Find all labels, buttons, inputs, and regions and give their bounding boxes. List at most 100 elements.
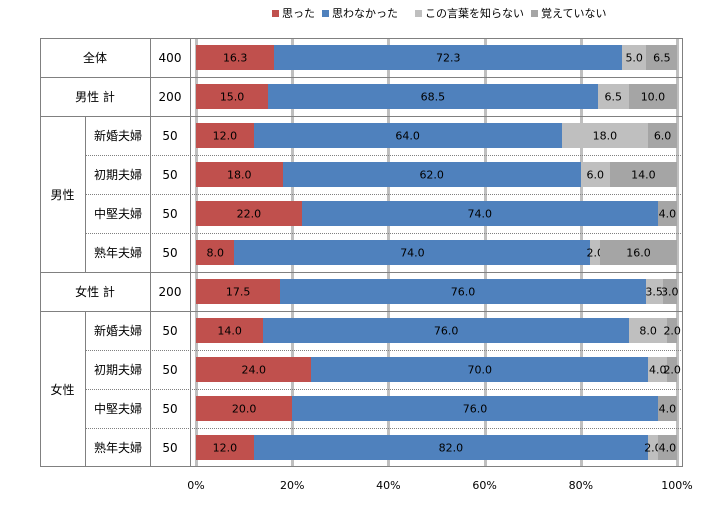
- bar-segment: [628, 318, 668, 343]
- legend-label: 覚えていない: [541, 7, 607, 20]
- data-label: 15.0: [219, 90, 245, 104]
- bar-segment: [561, 123, 649, 148]
- row-label: 全体: [82, 51, 107, 65]
- data-label: 2.0: [663, 324, 681, 338]
- row-n: 50: [162, 167, 178, 182]
- legend-label: この言葉を知らない: [425, 7, 524, 20]
- row-divider: [85, 194, 683, 195]
- row-label: 初期夫婦: [93, 363, 142, 377]
- bar-segment: [657, 201, 677, 226]
- row-label: 女性 計: [75, 285, 115, 299]
- bar-segment: [580, 162, 610, 187]
- group-label: 男性: [50, 187, 75, 202]
- data-label: 62.0: [419, 168, 444, 182]
- group-label: 女性: [50, 382, 75, 397]
- bar-segment: [196, 84, 269, 109]
- row-n: 50: [162, 362, 178, 377]
- bar-segment: [196, 45, 275, 70]
- bar-segment: [667, 318, 677, 343]
- row-divider: [40, 77, 683, 78]
- bar-segment: [196, 201, 302, 226]
- table-border: [40, 38, 683, 467]
- data-label: 74.0: [400, 246, 425, 260]
- data-label: 72.3: [436, 51, 461, 65]
- data-label: 14.0: [217, 324, 242, 338]
- legend-item: 思った: [272, 5, 315, 21]
- row-divider: [85, 389, 683, 390]
- data-label: 16.3: [222, 51, 248, 65]
- x-tick-label: 100%: [661, 479, 693, 492]
- bar-segment: [311, 357, 649, 382]
- bar-segment: [590, 240, 601, 265]
- row-n: 200: [158, 89, 182, 104]
- data-label: 14.0: [631, 168, 656, 182]
- data-label: 76.0: [450, 285, 476, 299]
- bar-segment: [667, 357, 677, 382]
- row-divider: [40, 272, 683, 273]
- row-divider: [40, 311, 683, 312]
- data-label: 18.0: [227, 168, 252, 182]
- bar-segment: [657, 396, 677, 421]
- data-label: 6.0: [653, 129, 672, 143]
- row-label: 中堅夫婦: [93, 207, 142, 221]
- data-label: 4.0: [649, 363, 667, 377]
- row-divider: [85, 155, 683, 156]
- legend-item: この言葉を知らない: [415, 5, 524, 21]
- data-label: 2.0: [586, 246, 604, 260]
- bar-segment: [609, 162, 677, 187]
- row-divider: [40, 116, 683, 117]
- x-tick-label: 60%: [472, 479, 497, 492]
- bar-segment: [253, 435, 649, 460]
- bar-segment: [648, 357, 668, 382]
- x-tick-label: 0%: [187, 479, 205, 492]
- row-n: 50: [162, 401, 178, 416]
- legend-swatch: [531, 9, 538, 17]
- data-label: 6.5: [653, 51, 671, 65]
- bar-segment: [600, 240, 677, 265]
- col-divider: [190, 38, 191, 467]
- row-label: 新婚夫婦: [93, 129, 142, 143]
- bar-segment: [196, 162, 283, 187]
- data-label: 4.0: [658, 402, 677, 416]
- data-label: 22.0: [236, 207, 262, 221]
- data-label: 74.0: [467, 207, 493, 221]
- bar-segment: [646, 45, 678, 70]
- data-label: 12.0: [212, 441, 238, 455]
- row-label: 新婚夫婦: [93, 324, 142, 338]
- legend-swatch: [272, 9, 279, 17]
- data-label: 17.5: [225, 285, 251, 299]
- bar-segment: [196, 279, 281, 304]
- bar-segment: [196, 435, 254, 460]
- bar-segment: [657, 435, 677, 460]
- x-tick-label: 80%: [568, 479, 594, 492]
- data-label: 10.0: [640, 90, 666, 104]
- bar-segment: [648, 123, 677, 148]
- bar-segment: [292, 396, 658, 421]
- data-label: 2.0: [644, 441, 662, 455]
- bar-segment: [648, 435, 658, 460]
- data-label: 12.0: [212, 129, 238, 143]
- data-label: 5.0: [625, 51, 643, 65]
- data-label: 16.0: [626, 246, 651, 260]
- bar-segment: [253, 123, 562, 148]
- legend-swatch: [415, 9, 422, 17]
- bar-segment: [196, 240, 235, 265]
- bar-segment: [196, 396, 293, 421]
- bar-segment: [196, 123, 254, 148]
- data-label: 76.0: [433, 324, 459, 338]
- bar-segment: [234, 240, 591, 265]
- row-n: 50: [162, 206, 178, 221]
- x-tick-label: 20%: [279, 479, 305, 492]
- data-label: 2.0: [663, 363, 681, 377]
- row-divider: [85, 233, 683, 234]
- bar-segment: [196, 318, 264, 343]
- data-label: 8.0: [639, 324, 657, 338]
- row-label: 初期夫婦: [93, 168, 142, 182]
- row-n: 50: [162, 128, 178, 143]
- bar-segment: [622, 45, 647, 70]
- data-label: 18.0: [592, 129, 618, 143]
- row-label: 男性 計: [75, 90, 115, 104]
- legend-item: 思わなかった: [322, 5, 398, 21]
- bar-segment: [263, 318, 629, 343]
- data-label: 6.0: [586, 168, 604, 182]
